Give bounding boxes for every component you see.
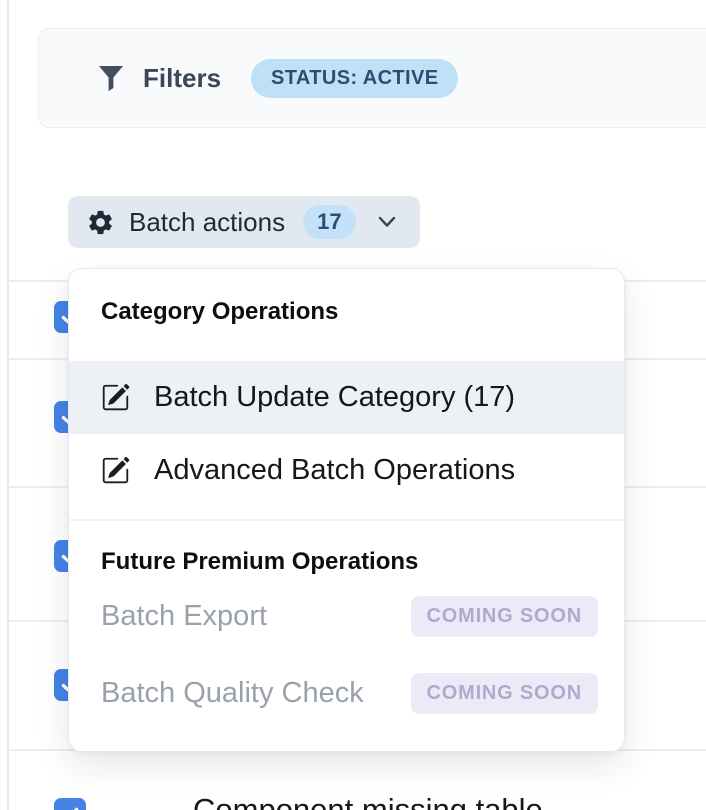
menu-item-label: Advanced Batch Operations (154, 454, 516, 486)
coming-soon-badge: COMING SOON (410, 595, 598, 637)
batch-actions-button[interactable]: Batch actions 17 (68, 196, 420, 248)
menu-section-header: Category Operations (101, 298, 339, 325)
gear-icon (86, 208, 115, 237)
menu-item-batch-update-category[interactable]: Batch Update Category (17) (69, 361, 624, 434)
menu-item-batch-export: Batch Export COMING SOON (69, 579, 624, 654)
menu-item-advanced-batch-operations[interactable]: Advanced Batch Operations (69, 434, 624, 507)
table-left-border (7, 0, 9, 810)
filters-label: Filters (143, 62, 222, 93)
chevron-down-icon (378, 216, 396, 228)
edit-icon (101, 383, 130, 412)
menu-item-label: Batch Update Category (17) (154, 381, 516, 413)
menu-divider (69, 519, 624, 521)
batch-actions-menu: Category Operations Batch Update Categor… (68, 268, 625, 752)
row-checkbox[interactable] (54, 798, 86, 810)
edit-icon (101, 456, 130, 485)
status-filter-chip[interactable]: STATUS: ACTIVE (251, 58, 459, 98)
filter-funnel-icon (95, 61, 127, 95)
checkmark-icon (59, 803, 81, 810)
menu-item-batch-quality-check: Batch Quality Check COMING SOON (69, 656, 624, 731)
selected-count-badge: 17 (303, 205, 356, 239)
batch-actions-label: Batch actions (129, 206, 286, 237)
coming-soon-badge: COMING SOON (410, 672, 598, 714)
menu-item-label: Batch Export (101, 600, 268, 632)
menu-item-label: Batch Quality Check (101, 677, 364, 709)
menu-section-header: Future Premium Operations (101, 547, 419, 575)
table-row-label: Component missing table (193, 792, 543, 810)
filters-bar: Filters STATUS: ACTIVE (38, 28, 706, 128)
